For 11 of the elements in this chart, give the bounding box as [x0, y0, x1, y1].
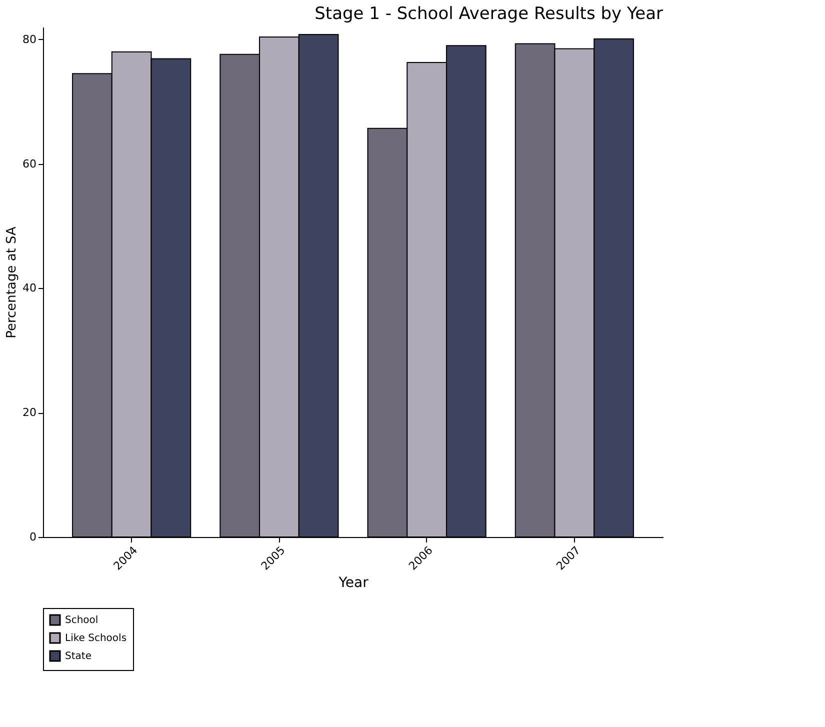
chart-title: Stage 1 - School Average Results by Year [314, 4, 663, 24]
y-axis-title: Percentage at SA [4, 226, 20, 338]
y-tick-label: 0 [30, 530, 36, 544]
x-axis-title: Year [338, 575, 369, 592]
y-tick-label: 40 [22, 282, 36, 295]
legend-label: School [65, 615, 98, 626]
legend-label: State [65, 651, 92, 662]
y-tick-label: 80 [22, 32, 36, 46]
y-tick-label: 60 [22, 157, 36, 170]
y-tick-label: 20 [22, 406, 36, 420]
legend-label: Like Schools [65, 633, 127, 644]
